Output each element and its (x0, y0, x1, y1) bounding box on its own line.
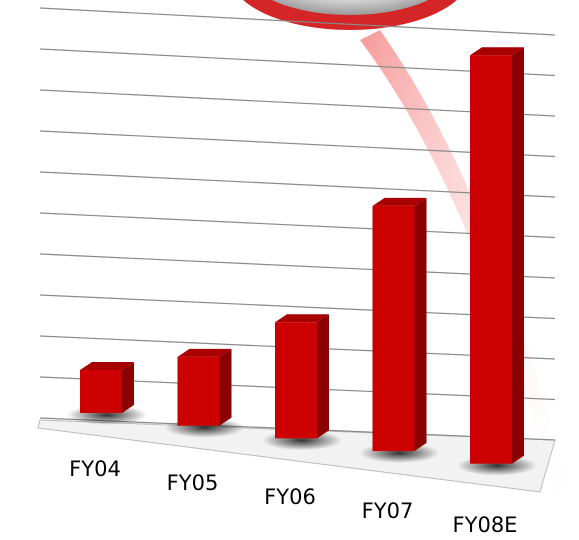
bar-front (372, 205, 415, 452)
x-tick-label: FY07 (362, 499, 414, 523)
grid-line (39, 7, 556, 36)
bar-top (177, 348, 232, 357)
decoration (243, 0, 575, 520)
bar-top (275, 314, 329, 323)
bar-side (512, 47, 524, 464)
bar-front (80, 370, 122, 413)
grid-line (39, 171, 556, 198)
x-tick-label: FY04 (69, 457, 121, 481)
grid-line (39, 253, 556, 279)
grid-line (39, 130, 556, 158)
bar-top (372, 197, 427, 206)
grid-line (39, 89, 556, 117)
grid-line (39, 294, 556, 320)
bar (372, 197, 427, 452)
grid-line (39, 48, 556, 77)
bar (177, 348, 232, 426)
grid-line (39, 212, 556, 239)
bar (275, 314, 329, 439)
x-tick-label: FY06 (264, 485, 316, 509)
x-tick-label: FY08E (453, 513, 518, 537)
bar (80, 362, 134, 413)
bar-front (275, 322, 317, 439)
bar-side (317, 314, 329, 439)
bar (470, 47, 524, 464)
bar-front (470, 55, 512, 464)
bar-front (177, 356, 220, 426)
bar-top (80, 362, 134, 370)
bar-side (122, 362, 134, 413)
bar-side (414, 197, 427, 452)
x-tick-label: FY05 (167, 471, 219, 495)
bar-top (470, 47, 524, 56)
bar-side (219, 348, 232, 426)
